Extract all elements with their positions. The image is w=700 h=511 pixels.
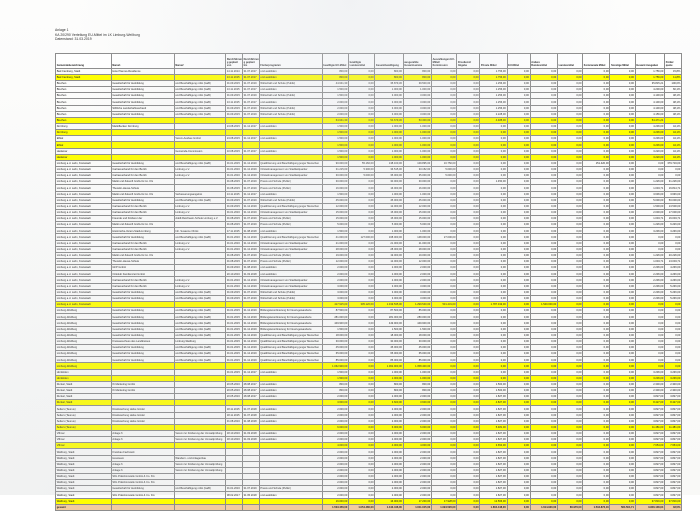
table-cell: Adolf-Reichwein-Schule Limburg e.V. <box>173 215 227 223</box>
table-cell: Verein zur Förderung der Umweltprüfung <box>173 436 227 444</box>
table-cell: Qualifizierung und Beschäftigung junger … <box>258 202 323 210</box>
table-row: Limburg a.d. Lahn, Kreisstadt Caritasverb… <box>55 208 682 217</box>
column-header: Private Mittel <box>479 53 508 69</box>
table-row: Limburg a.d. Lahn, Kreisstadt Markt und Z… <box>55 190 682 198</box>
document-heading: Anlage 1 KA 20/290 Verteilung EU-Mittel … <box>55 28 140 42</box>
column-header: Gesamt Ausgaben <box>634 53 666 69</box>
total-cell: 584.504,71 <box>609 503 636 511</box>
total-cell: 80.976,00 <box>556 503 584 511</box>
header-row: Gemeindebezeichnung Name1 Name2 Durchführun… <box>55 53 682 69</box>
column-header: Durchführun g geplant von <box>225 53 243 69</box>
total-cell: 1.534.873,16 <box>582 503 611 511</box>
table-row-subtotal: Bad Camberg, Stadt 13.11.2015 31.07.2017 un… <box>55 73 682 81</box>
column-header: Andere Bundesmittel <box>529 53 558 69</box>
column-header: Landesmittel <box>556 53 584 69</box>
table-row-subtotal: Limburg-Weilburg 1.062.900,00 0,00 1.062.90… <box>55 362 682 370</box>
column-header: Auszahlungen EU-Mittel/ Kommission <box>430 53 458 69</box>
column-header: EU-Mittel <box>506 53 531 69</box>
table-row: Limburg a.d. Lahn, Kreisstadt Freunde und… <box>55 215 682 223</box>
table-cell: Qualifizierung und Beschäftigung junger … <box>258 344 323 352</box>
column-header: bewilligte EU-Mittel <box>321 53 349 69</box>
table-cell: Qualifizierung und Beschäftigung junger … <box>258 356 323 364</box>
total-cell: 1.611.015,00 <box>402 503 432 511</box>
table-body: Bad Camberg, Stadt Hotel Taunus-Residence… <box>55 67 682 511</box>
total-cell: 1.094.526,00 <box>430 503 458 511</box>
table-head: Gemeindebezeichnung Name1 Name2 Durchführun… <box>55 53 682 69</box>
total-cell: 1.503.456,00 <box>321 503 349 511</box>
table-row: Limburg a.d. Lahn, Kreisstadt Caritasverb… <box>55 165 682 174</box>
total-cell: 1.054.480,00 <box>347 503 376 511</box>
page-title: KA 20/290 Verteilung EU-Mittel im LK Lim… <box>55 32 140 37</box>
table-cell: Qualifizierung und Beschäftigung junger … <box>258 159 323 167</box>
column-header: Kommunale Mittel <box>582 53 611 69</box>
table-row-subtotal: Selters (Taunus) 6.000,00 0,00 6.000,00 6.00… <box>55 423 682 431</box>
table-row: Runkel, Stadt 20.05.2016 28.08.2017 und aus… <box>55 393 682 401</box>
column-header: Name1 <box>110 53 175 69</box>
total-cell: 3.846.136,64 <box>634 503 666 511</box>
total-cell: 33,5% <box>664 503 682 511</box>
total-cell: 1.614.920,00 <box>529 503 558 511</box>
table-row: Limburg a.d. Lahn, Kreisstadt Onkolub Fam… <box>55 270 682 278</box>
total-cell: 0,00 <box>506 503 531 511</box>
table-row-subtotal: Hünfelden 1.500,00 0,00 1.000,00 1.000,00 0,0… <box>55 374 682 382</box>
table-row: Limburg-Weilburg Gesellschaft für Ausbild… <box>55 350 682 358</box>
total-cell: 1.804.448,00 <box>479 503 508 511</box>
table-row: Selters (Taunus) Direktwerbung Heike Gind… <box>55 417 682 425</box>
column-header: Name2 <box>173 53 227 69</box>
total-cell <box>258 503 323 511</box>
table-row: Limburg-Weilburg Gesellschaft für Ausbild… <box>55 325 682 333</box>
table-row: Weilburg, Stadt SDL Präsizionsteile GmbH … <box>55 472 682 481</box>
table-cell: Verein zur Förderung der Umweltprüfung <box>173 460 227 468</box>
column-header: bewilligte Landesmittel <box>347 53 376 69</box>
attachment-label: Anlage 1 <box>55 28 69 32</box>
table-cell: Qualifizierung und Beschäftigung junger … <box>258 350 323 358</box>
table-cell: Qualifizierung und Beschäftigung junger … <box>258 331 323 339</box>
funding-table-container: Gemeindebezeichnung Name1 Name2 Durchführun… <box>55 53 682 511</box>
column-header: Sonstige Mittel <box>609 53 636 69</box>
table-cell: Qualifizierung und Beschäftigung junger … <box>258 337 323 346</box>
table-row: Elbtal Verein-Ausbau GmbH 24.08.2015 31.12.… <box>55 135 682 143</box>
column-header: Förderprogramm <box>258 53 323 69</box>
table-row: Limburg a.d. Lahn, Kreisstadt Caritasverb… <box>55 282 682 290</box>
table-row: Limburg a.d. Lahn, Kreisstadt Gesellschaf… <box>55 288 682 296</box>
table-row: Limburg a.d. Lahn, Kreisstadt Theodor-Heu… <box>55 258 682 266</box>
total-cell <box>173 503 227 511</box>
column-header: Gemeindebezeichnung <box>55 53 112 69</box>
table-row: Limburg a.d. Lahn, Kreisstadt Markt und Z… <box>55 251 682 260</box>
column-header: Durchführun g geplant bis <box>241 53 260 69</box>
table-row: Limburg-Weilburg Gesellschaft für Ausbild… <box>55 356 682 364</box>
total-cell <box>110 503 175 511</box>
table-row-total: gesamt 1.503.456,00 1.054.480,00 1.443.446,… <box>55 503 682 511</box>
total-cell <box>241 503 260 511</box>
table-row: Weilburg, Stadt Anlage 6 Verein zur Förder… <box>55 460 682 468</box>
column-header: Gesamtbewilligung <box>374 53 404 69</box>
total-cell <box>225 503 243 511</box>
column-header: Förder quote <box>664 53 682 69</box>
column-header: ausgezahlte Gesamtsumme <box>402 53 432 69</box>
table-cell: Verein zur Förderung der Umweltprüfung <box>173 429 227 438</box>
table-row: Limburg a.d. Lahn, Kreisstadt Markt und Z… <box>55 178 682 186</box>
table-cell: Qualifizierung und Beschäftigung junger … <box>258 233 323 241</box>
data-status: Datenstand: 31.03.2019 <box>55 37 92 42</box>
total-cell: 0,00 <box>456 503 481 511</box>
table-row-subtotal: Dornburg 1.500,00 0,00 1.000,00 1.000,00 0,00… <box>55 129 682 137</box>
total-label: gesamt <box>55 503 112 511</box>
total-cell: 1.443.446,00 <box>374 503 404 511</box>
table-cell: Verein zur Förderung der Umweltprüfung <box>173 466 227 474</box>
table-row: Brechen Gesellschaft für Ausbildung und Be… <box>55 110 682 118</box>
table-row: Hadamar Gemeinde-Kommission 10.08.2015 31.0… <box>55 147 682 155</box>
table-row: Limburg a.d. Lahn, Kreisstadt Gesellschaf… <box>55 233 682 241</box>
table-cell: 379.719,00 <box>664 159 682 167</box>
column-header: Zinsdienst/ Abgabe <box>456 53 481 69</box>
table-row: Villmar Anlage 6 Verein zur Förderung der … <box>55 429 682 438</box>
funding-table: Gemeindebezeichnung Name1 Name2 Durchführun… <box>55 53 682 511</box>
